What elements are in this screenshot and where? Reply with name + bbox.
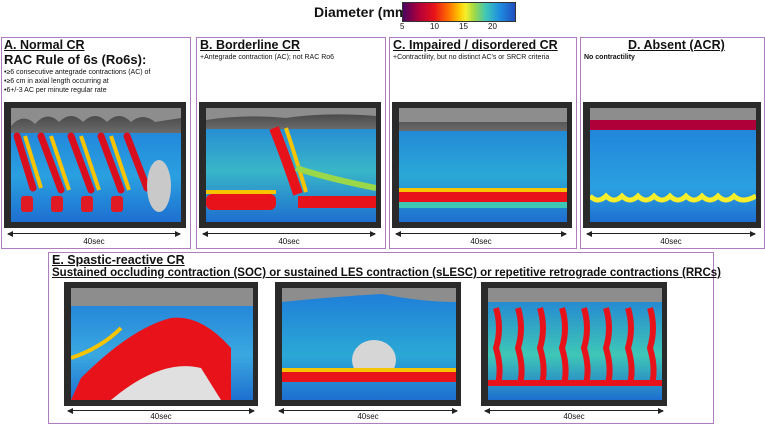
contraction-map-rrc <box>488 288 662 386</box>
contraction-map-b <box>206 108 376 210</box>
duration-arrow-e1 <box>67 408 255 414</box>
duration-arrow-b <box>202 231 376 237</box>
criteria-line-3: •6+/-3 AC per minute regular rate <box>4 87 107 94</box>
manometry-plot-a <box>4 102 186 228</box>
panel-a-criteria: •≥6 consecutive antegrade contractions (… <box>4 68 188 95</box>
panel-e-title: E. Spastic-reactive CR <box>52 253 185 267</box>
panel-normal-cr <box>1 37 191 249</box>
panel-b-description: +Antegrade contraction (AC); not RAC Ro6 <box>200 54 335 61</box>
duration-label-b: 40sec <box>278 237 300 246</box>
panel-b-title: B. Borderline CR <box>200 38 301 52</box>
criteria-line-1: •≥6 consecutive antegrade contractions (… <box>4 69 151 76</box>
duration-arrow-a <box>7 231 181 237</box>
duration-label-e3: 40sec <box>563 412 585 421</box>
legend-tick-20: 20 <box>488 22 497 31</box>
duration-label-e2: 40sec <box>357 412 379 421</box>
manometry-plot-b <box>199 102 381 228</box>
panel-a-title: A. Normal CR <box>4 38 85 52</box>
panel-c-description: +Contractility, but no distinct AC's or … <box>393 54 550 61</box>
contraction-map-slesc <box>282 288 456 382</box>
duration-label-e1: 40sec <box>150 412 172 421</box>
panel-c-title: C. Impaired / disordered CR <box>393 38 558 52</box>
manometry-plot-soc <box>64 282 258 406</box>
duration-label-a: 40sec <box>83 237 105 246</box>
legend-title: Diameter (mm) <box>314 4 413 20</box>
contraction-map-c <box>399 108 567 208</box>
panel-borderline-cr <box>196 37 386 249</box>
panel-impaired-cr <box>389 37 577 249</box>
panel-d-title: D. Absent (ACR) <box>628 38 725 52</box>
panel-d-description: No contractility <box>584 54 635 61</box>
legend-tick-10: 10 <box>430 22 439 31</box>
contraction-map-soc <box>71 288 253 400</box>
manometry-plot-c <box>392 102 572 228</box>
manometry-plot-slesc <box>275 282 461 406</box>
duration-arrow-e3 <box>484 408 664 414</box>
duration-arrow-d <box>586 231 756 237</box>
legend-tick-15: 15 <box>459 22 468 31</box>
duration-arrow-c <box>395 231 567 237</box>
contraction-map-a <box>11 108 181 212</box>
colorbar <box>402 2 516 22</box>
duration-arrow-e2 <box>278 408 458 414</box>
panel-a-subtitle: RAC Rule of 6s (Ro6s): <box>4 52 147 67</box>
duration-label-d: 40sec <box>660 237 682 246</box>
panel-e-subtitle: Sustained occluding contraction (SOC) or… <box>52 267 722 279</box>
manometry-plot-rrc <box>481 282 667 406</box>
duration-label-c: 40sec <box>470 237 492 246</box>
legend-tick-5: 5 <box>400 22 405 31</box>
manometry-plot-d <box>583 102 761 228</box>
criteria-line-2: •≥6 cm in axial length occurring at <box>4 78 109 85</box>
contraction-map-d <box>590 108 756 203</box>
